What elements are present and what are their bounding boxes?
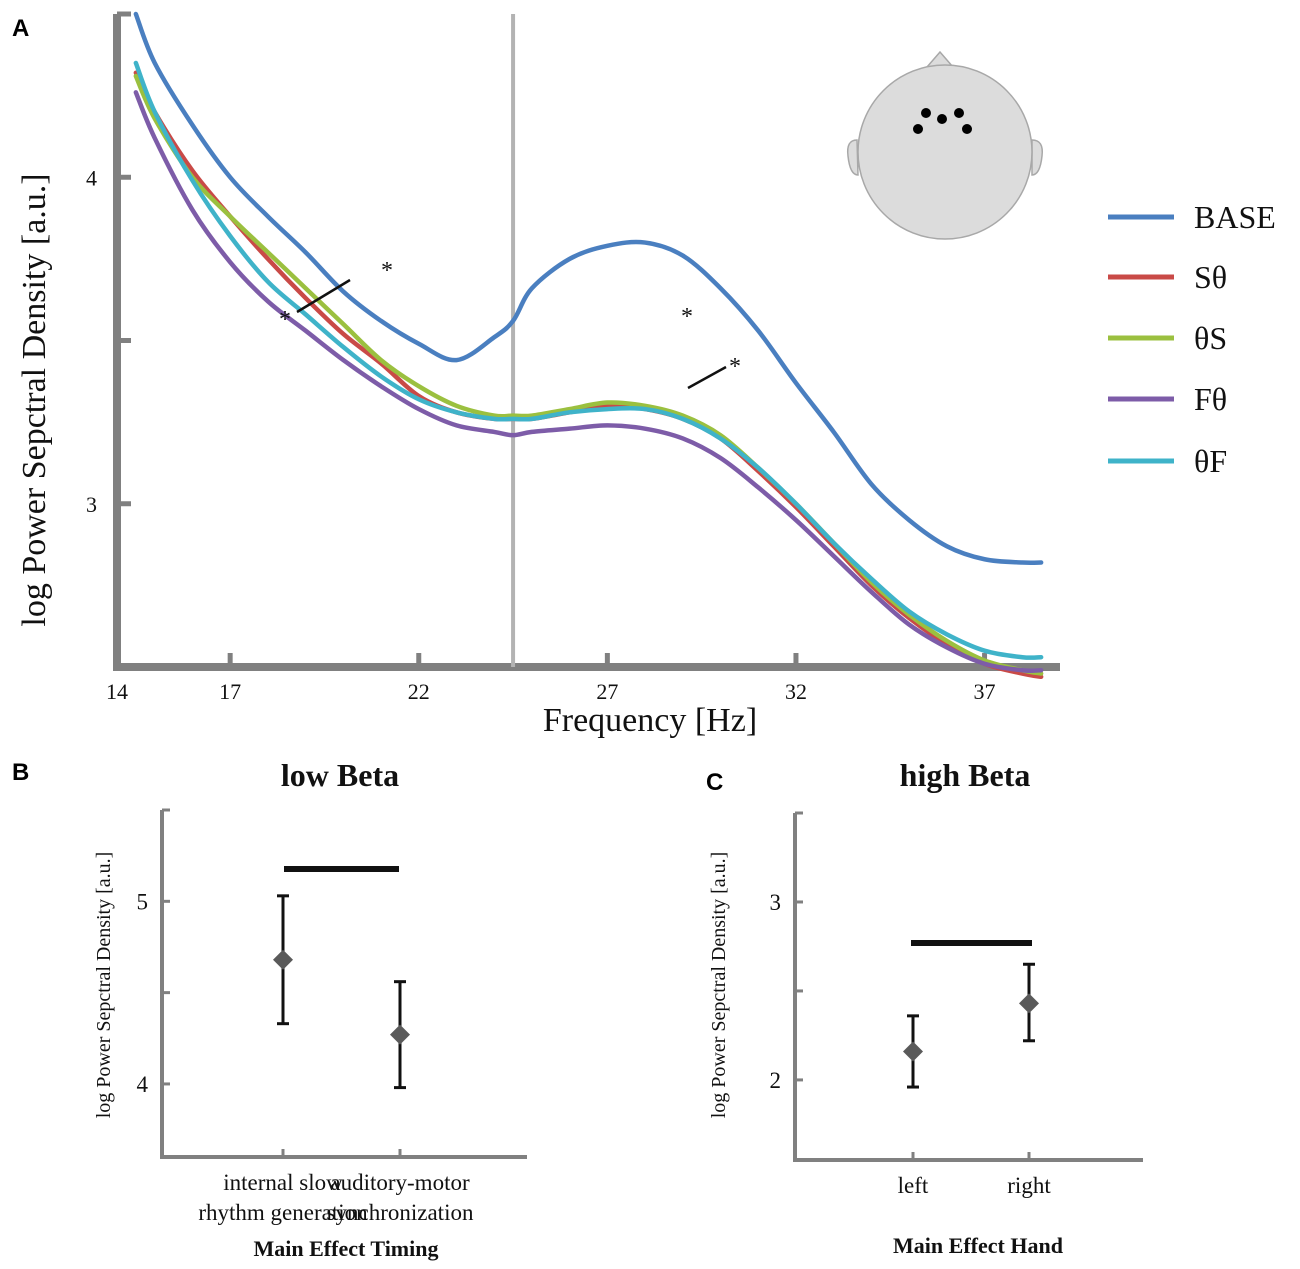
panel-a-x-tick-label: 37 xyxy=(974,679,996,704)
panel-a-x-axis-title: Frequency [Hz] xyxy=(543,702,757,739)
panel-c-x-axis-title: Main Effect Hand xyxy=(893,1233,1063,1258)
electrode-dot xyxy=(962,124,972,134)
significance-star-2: * xyxy=(381,258,393,284)
legend-label-s-theta: Sθ xyxy=(1194,259,1227,295)
mean-diamond-marker xyxy=(1019,993,1039,1014)
electrode-dot xyxy=(954,108,964,118)
legend-item-theta-s: θS xyxy=(1108,320,1227,356)
panel-label-c: C xyxy=(706,769,723,796)
head-topography-icon xyxy=(846,50,1044,240)
category-label: right xyxy=(1007,1173,1051,1198)
panel-a-x-tick-label: 17 xyxy=(219,679,241,704)
panel-b-y-axis-title: log Power Sepctral Density [a.u.] xyxy=(93,852,115,1119)
series-line xyxy=(133,73,1044,676)
mean-diamond-marker xyxy=(390,1024,410,1045)
panel-a-y-tick-label: 3 xyxy=(86,492,97,517)
head-outline-icon xyxy=(857,64,1033,240)
panel-a-tick-labels: 14 17 22 27 32 37 3 4 xyxy=(86,165,996,704)
legend-item-s-theta: Sθ xyxy=(1108,259,1227,295)
panel-c-y-axis-title: log Power Sepctral Density [a.u.] xyxy=(708,852,730,1119)
category-label: left xyxy=(898,1173,929,1198)
legend-label-base: BASE xyxy=(1194,199,1276,235)
panel-a-annotations: * * * * xyxy=(279,258,741,390)
legend: BASE Sθ θS Fθ θF xyxy=(1108,199,1276,479)
panel-label-a: A xyxy=(12,15,29,42)
panel-a-x-tick-label: 27 xyxy=(596,679,618,704)
category-label: auditory-motor xyxy=(330,1170,470,1195)
electrode-dot xyxy=(921,108,931,118)
electrode-dot xyxy=(937,114,947,124)
category-label: synchronization xyxy=(327,1200,474,1225)
category-label: rhythm generation xyxy=(198,1200,368,1225)
panel-c-title: high Beta xyxy=(900,757,1031,793)
panel-a-plot: 14 17 22 27 32 37 3 4 xyxy=(86,11,1060,704)
panel-b-title: low Beta xyxy=(281,757,399,793)
legend-label-theta-s: θS xyxy=(1194,320,1227,356)
panel-b-x-axis-title: Main Effect Timing xyxy=(254,1236,439,1261)
y-tick-label: 3 xyxy=(770,890,782,915)
panel-b-plot: 4 5 internal slow rhythm generation auditory… xyxy=(137,808,527,1225)
panel-a-y-tick-label: 4 xyxy=(86,165,97,190)
y-tick-label: 4 xyxy=(137,1072,149,1097)
panel-a-x-tick-label: 22 xyxy=(408,679,430,704)
left-ear-icon xyxy=(846,139,859,176)
category-label: internal slow xyxy=(223,1170,343,1195)
legend-item-base: BASE xyxy=(1108,199,1276,235)
panel-a-x-tick-label: 14 xyxy=(106,679,128,704)
series-line xyxy=(133,90,1044,673)
significance-star-1: * xyxy=(279,307,291,333)
significance-star-3: * xyxy=(681,304,693,330)
legend-item-f-theta: Fθ xyxy=(1108,381,1227,417)
right-ear-icon xyxy=(1031,139,1044,176)
y-tick-label: 2 xyxy=(770,1068,782,1093)
legend-item-theta-f: θF xyxy=(1108,443,1227,479)
legend-label-theta-f: θF xyxy=(1194,443,1227,479)
panel-a-y-axis-title: log Power Sepctral Density [a.u.] xyxy=(16,173,53,626)
series-line xyxy=(133,60,1044,660)
electrode-dot xyxy=(913,124,923,134)
panel-c-plot: 2 3 left right xyxy=(770,811,1143,1198)
significance-star-4: * xyxy=(729,354,741,380)
mean-diamond-marker xyxy=(903,1041,923,1062)
y-tick-label: 5 xyxy=(137,889,149,914)
legend-label-f-theta: Fθ xyxy=(1194,381,1227,417)
panel-a-x-tick-label: 32 xyxy=(785,679,807,704)
panel-label-b: B xyxy=(12,759,29,786)
annotation-line-1 xyxy=(296,278,351,314)
panel-a-series xyxy=(133,11,1044,680)
series-line xyxy=(133,11,1044,566)
panel-a-axes xyxy=(113,11,1060,671)
mean-diamond-marker xyxy=(273,949,293,970)
annotation-line-2 xyxy=(687,365,727,390)
